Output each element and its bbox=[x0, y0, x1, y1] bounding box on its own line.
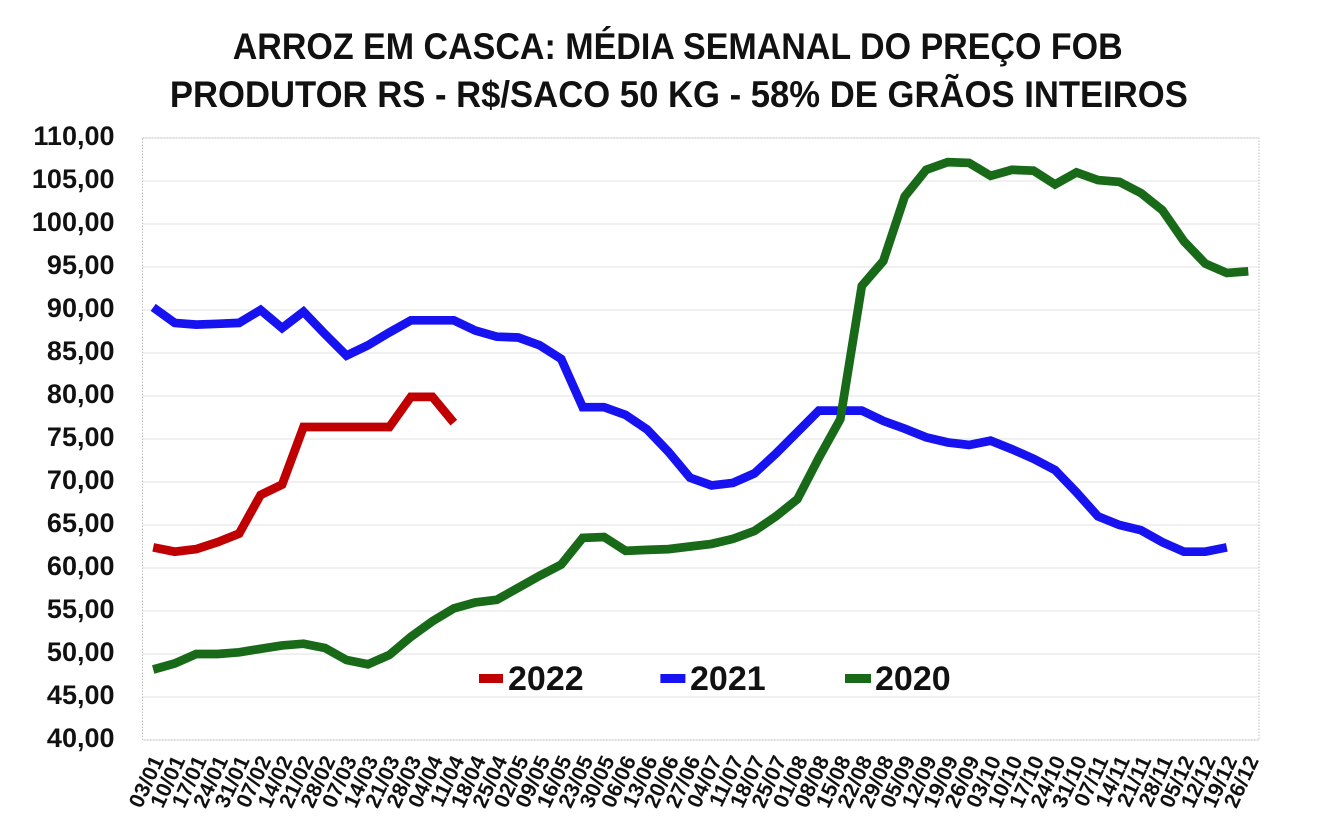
svg-text:95,00: 95,00 bbox=[47, 250, 115, 280]
svg-text:40,00: 40,00 bbox=[47, 723, 115, 753]
svg-text:50,00: 50,00 bbox=[47, 637, 115, 667]
svg-text:60,00: 60,00 bbox=[47, 551, 115, 581]
svg-text:45,00: 45,00 bbox=[47, 680, 115, 710]
svg-text:2022: 2022 bbox=[508, 660, 584, 698]
svg-text:70,00: 70,00 bbox=[47, 465, 115, 495]
svg-text:85,00: 85,00 bbox=[47, 336, 115, 366]
svg-text:2021: 2021 bbox=[690, 660, 766, 698]
svg-text:2020: 2020 bbox=[875, 660, 951, 698]
svg-text:80,00: 80,00 bbox=[47, 379, 115, 409]
svg-text:105,00: 105,00 bbox=[32, 164, 115, 194]
svg-text:110,00: 110,00 bbox=[33, 121, 114, 151]
svg-text:PRODUTOR RS - R$/SACO 50 KG -: PRODUTOR RS - R$/SACO 50 KG - 58% DE GRÃ… bbox=[170, 73, 1188, 115]
svg-text:65,00: 65,00 bbox=[47, 508, 115, 538]
svg-text:ARROZ EM CASCA: MÉDIA SEMANAL: ARROZ EM CASCA: MÉDIA SEMANAL DO PREÇO F… bbox=[233, 26, 1123, 67]
svg-text:75,00: 75,00 bbox=[47, 422, 115, 452]
svg-text:90,00: 90,00 bbox=[47, 293, 115, 323]
svg-text:100,00: 100,00 bbox=[32, 207, 115, 237]
svg-text:55,00: 55,00 bbox=[47, 594, 115, 624]
